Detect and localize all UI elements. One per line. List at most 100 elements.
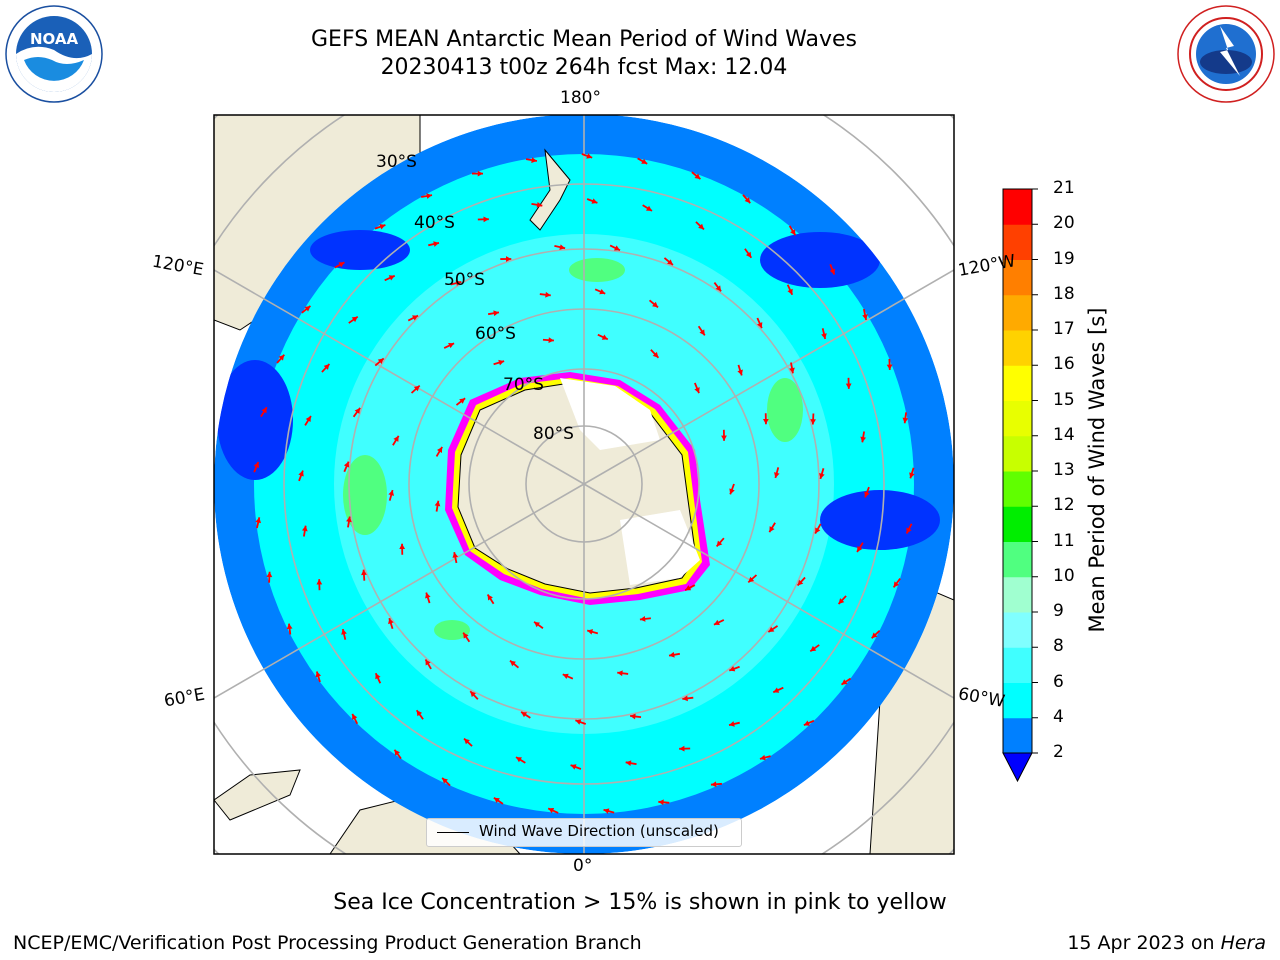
noaa-logo: NOAA (5, 5, 103, 103)
colorbar-segment (1003, 365, 1032, 401)
wind-arrow-head (361, 569, 367, 576)
wind-arrow-head (470, 691, 476, 698)
wind-arrow-head (388, 275, 395, 281)
wind-arrow-head (253, 461, 260, 468)
wind-arrow-head (679, 745, 685, 752)
wind-arrow-head (599, 288, 606, 295)
colorbar-tick-label: 20 (1053, 213, 1075, 234)
colorbar (1002, 188, 1038, 783)
wind-arrow-head (351, 316, 358, 323)
wind-arrow-head (452, 552, 459, 558)
legend-label: Wind Wave Direction (unscaled) (479, 822, 719, 840)
wind-arrow-head (425, 659, 431, 666)
wind-arrow-head (658, 799, 664, 806)
wind-arrow-head (716, 540, 723, 547)
footer-credit: NCEP/EMC/Verification Post Processing Pr… (13, 932, 642, 954)
wind-arrow-head (534, 621, 540, 628)
wind-arrow-head (575, 719, 582, 725)
wind-arrow-head (261, 407, 267, 414)
colorbar-tick-label: 21 (1053, 178, 1075, 198)
wind-arrow-head (505, 256, 512, 262)
colorbar-segment (1003, 330, 1032, 366)
wind-arrow-head (425, 592, 431, 599)
wind-arrow-head (301, 525, 308, 532)
wind-arrow-head (521, 711, 528, 718)
wind-arrow-head (721, 435, 727, 441)
wind-arrow-head (305, 416, 311, 422)
wind-arrow-head (810, 645, 817, 652)
wind-arrow-head (562, 673, 569, 680)
wind-arrow-head (790, 229, 796, 236)
wind-arrow-head (343, 461, 350, 468)
wind-arrow-head (516, 757, 522, 763)
wind-arrow-head (304, 305, 311, 312)
wind-arrow-head (864, 491, 870, 498)
high-period-patch (434, 620, 470, 640)
colorbar-tick-label: 16 (1053, 354, 1075, 375)
wind-arrow-head (545, 291, 551, 298)
wind-arrow-head (857, 546, 863, 552)
wind-arrow-head (652, 351, 659, 358)
wind-arrow-head (464, 738, 470, 745)
wind-arrow-head (646, 205, 652, 211)
colorbar-tick-label: 15 (1053, 389, 1075, 410)
wind-arrow-head (448, 343, 455, 349)
wind-arrow-head (669, 651, 675, 658)
colorbar-tick-label: 18 (1053, 283, 1075, 304)
wind-arrow-head (617, 670, 623, 677)
lat-label-50s: 50°S (444, 270, 485, 290)
wind-arrow-head (744, 197, 751, 204)
colorbar-tick-label: 13 (1053, 460, 1075, 480)
map-legend: Wind Wave Direction (unscaled) (426, 818, 742, 847)
wind-arrow-head (759, 754, 766, 761)
wind-arrow-head (354, 407, 361, 414)
wind-arrow-head (797, 579, 804, 586)
wind-arrow-head (278, 354, 285, 361)
wind-arrow-head (413, 385, 420, 392)
colorbar-tick-label: 11 (1053, 530, 1075, 551)
wind-arrow-head (255, 517, 261, 524)
lon-label-bottom: 0° (573, 856, 593, 876)
wind-arrow-head (729, 488, 735, 495)
wind-arrow-head (614, 245, 620, 251)
wind-arrow-head (570, 764, 577, 770)
wind-arrow-head (601, 334, 608, 340)
wind-arrow-head (586, 153, 593, 159)
wind-arrow-head (587, 629, 594, 635)
wind-arrow-head (388, 618, 394, 625)
wind-arrow-head (412, 315, 419, 321)
lat-label-40s: 40°S (414, 213, 455, 233)
lat-label-80s: 80°S (533, 424, 574, 444)
wind-arrow-head (509, 660, 516, 667)
lon-label-top: 180° (560, 88, 601, 108)
colorbar-segment (1003, 189, 1032, 225)
new-zealand-land (529, 148, 571, 231)
colorbar-segment (1003, 294, 1032, 331)
wind-arrow-head (548, 337, 554, 344)
wind-arrow-head (426, 193, 433, 199)
wind-arrow-head (375, 673, 381, 680)
ice-shelf (560, 378, 660, 450)
wind-arrow-head (352, 713, 358, 720)
wind-arrow-head (745, 251, 752, 258)
wind-arrow-head (316, 579, 323, 585)
colorbar-tick-label: 8 (1053, 636, 1064, 657)
wind-arrow-head (906, 527, 912, 534)
wind-arrow-head (639, 616, 646, 622)
colorbar-segment (1003, 259, 1032, 296)
wind-arrow-head (667, 259, 673, 265)
colorbar-tick-label: 10 (1053, 565, 1075, 586)
colorbar-tick-label: 4 (1053, 706, 1064, 727)
high-period-patch (569, 258, 625, 282)
low-period-patch (217, 360, 293, 480)
colorbar-segment (1003, 541, 1032, 578)
wind-arrow-head (315, 671, 322, 678)
wind-arrow-head (694, 173, 701, 180)
legend-line-swatch (437, 832, 469, 834)
map-frame (213, 114, 955, 855)
wind-arrow-head (493, 310, 499, 317)
wind-arrow-head (442, 777, 448, 784)
colorbar-tick-label: 12 (1053, 495, 1075, 516)
wind-arrow-head (685, 585, 692, 591)
wind-arrow-head (698, 223, 704, 230)
